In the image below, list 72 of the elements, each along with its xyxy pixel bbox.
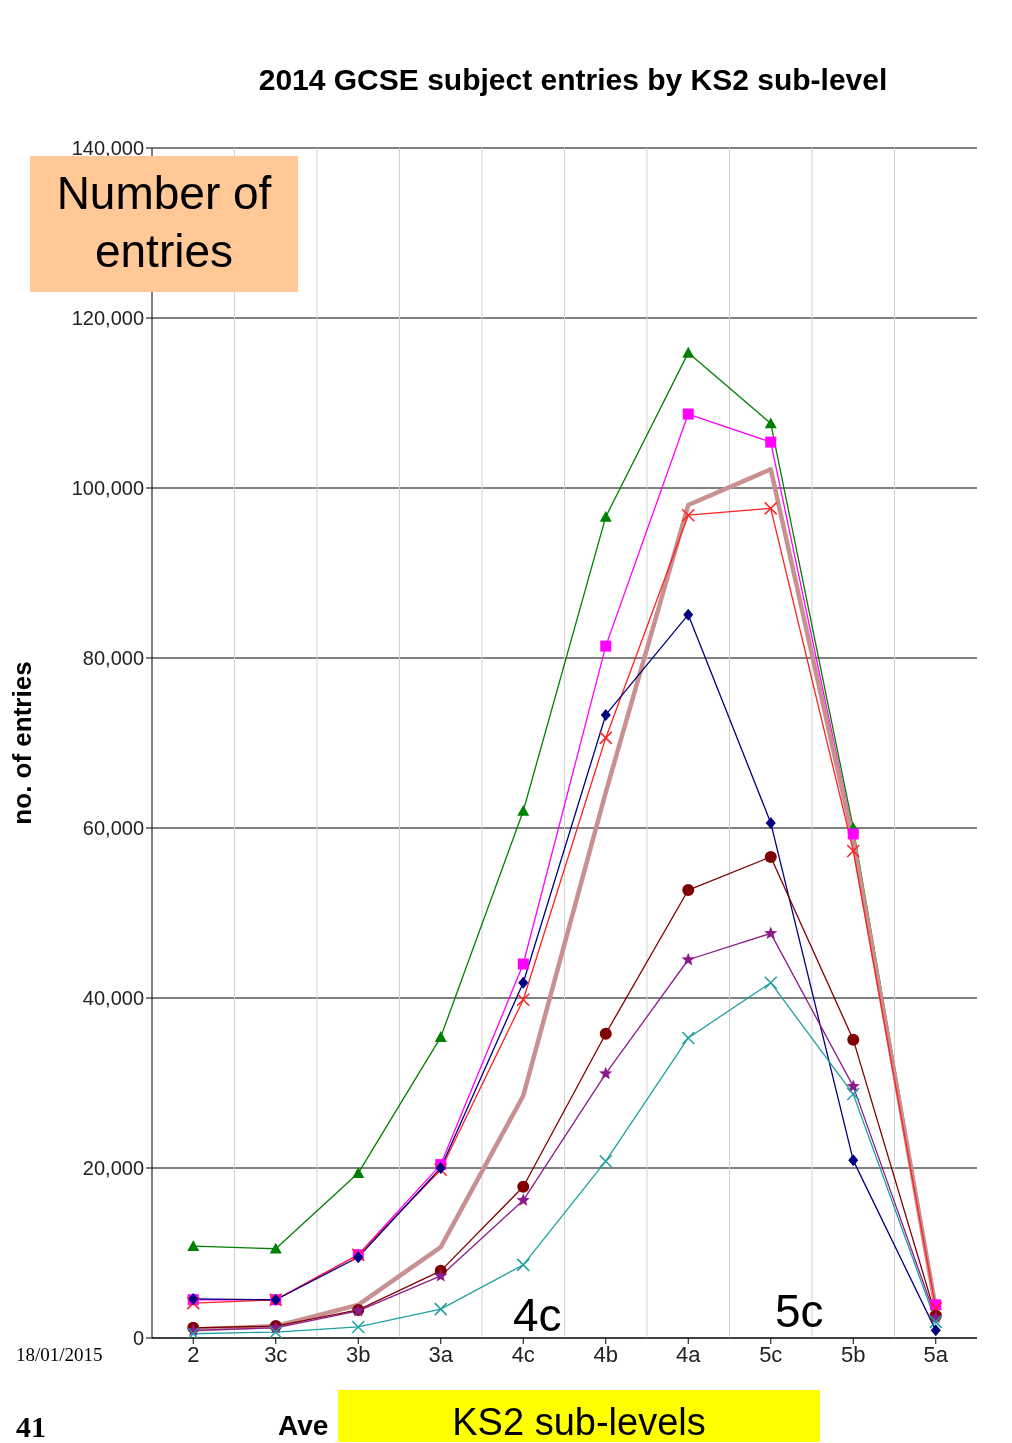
point (682, 884, 695, 897)
point (269, 1242, 282, 1254)
point (681, 1031, 695, 1045)
x-tick-label: 5a (923, 1341, 949, 1367)
point (518, 976, 529, 989)
point (187, 1240, 200, 1251)
point (517, 958, 529, 970)
y-tick-label: 120,000 (71, 307, 144, 330)
x-tick-label: 3b (346, 1341, 371, 1367)
y-tick-label: 100,000 (71, 477, 144, 500)
chart-title: 2014 GCSE subject entries by KS2 sub-level (257, 63, 889, 97)
point (764, 975, 778, 990)
x-axis-title: KS2 sub-levels (338, 1390, 820, 1443)
point (846, 844, 860, 858)
point (434, 1031, 447, 1042)
x-tick-label: 2 (187, 1341, 200, 1367)
point (434, 1268, 448, 1282)
point (764, 417, 777, 429)
point (683, 608, 694, 621)
point (516, 1258, 530, 1272)
point (846, 1087, 860, 1101)
point (517, 1180, 530, 1193)
point (764, 926, 778, 940)
point (764, 850, 777, 863)
text: 18/01/2015 (16, 1344, 103, 1366)
x-tick-label: 4a (676, 1341, 702, 1367)
point (351, 1320, 365, 1334)
point (600, 640, 612, 652)
point (352, 1167, 365, 1178)
point (681, 952, 695, 966)
x-tick-label: 4b (593, 1341, 618, 1367)
point (186, 1296, 200, 1310)
point (516, 1193, 530, 1206)
point (847, 828, 859, 840)
point (681, 508, 695, 522)
y-tick-label: 80,000 (82, 647, 144, 670)
point (764, 501, 778, 516)
point (434, 1302, 448, 1316)
point (682, 408, 694, 420)
y-tick-label: 0 (132, 1327, 144, 1350)
point (929, 1315, 943, 1329)
point (599, 1154, 613, 1168)
x-tick-label: 4c (511, 1341, 535, 1367)
point (765, 436, 777, 448)
point (930, 1324, 941, 1337)
point (599, 510, 612, 522)
y-axis-title: no. of entries (7, 661, 38, 825)
point (847, 1033, 860, 1046)
x-tick-label: 5b (841, 1341, 866, 1367)
y-tick-label: 40,000 (82, 987, 144, 1010)
point (846, 1079, 860, 1093)
point (848, 1154, 859, 1167)
point (929, 1301, 943, 1315)
y-tick-label: 60,000 (82, 817, 144, 840)
point (599, 1027, 612, 1040)
point (186, 1327, 200, 1338)
point (600, 708, 611, 721)
point (269, 1325, 283, 1338)
point (599, 1066, 613, 1080)
point (765, 816, 776, 829)
point (682, 346, 695, 358)
x-tick-label: 3a (428, 1341, 454, 1367)
y-tick-label: 140,000 (71, 137, 144, 160)
x-tick-label: 3c (264, 1341, 288, 1367)
x-tick-label: 5c (759, 1341, 783, 1367)
text: Ave (278, 1410, 329, 1442)
y-tick-label: 20,000 (82, 1157, 144, 1180)
point (599, 731, 613, 745)
text: 41 (16, 1410, 46, 1443)
point (517, 805, 530, 816)
point (516, 992, 530, 1007)
annotation: Number of entries (56, 167, 272, 277)
